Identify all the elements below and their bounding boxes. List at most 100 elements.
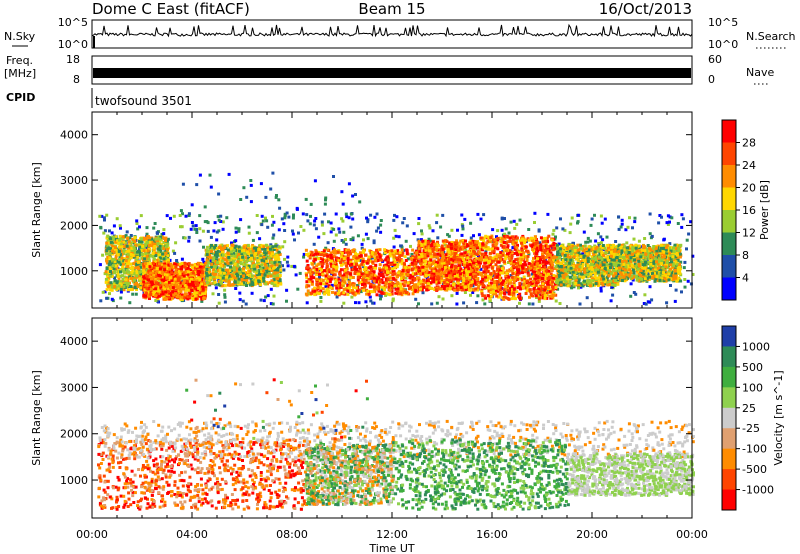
power-cell (193, 285, 197, 289)
power-cell (211, 272, 215, 276)
power-cell (411, 248, 415, 252)
power-cell (166, 284, 170, 288)
power-cell (393, 260, 397, 264)
power-cell (570, 286, 574, 290)
power-cell (476, 288, 479, 292)
power-cell (646, 272, 650, 276)
power-cell (147, 257, 151, 261)
power-cell (463, 217, 467, 221)
power-cell (412, 232, 416, 236)
power-cell (360, 242, 364, 246)
power-cell (156, 242, 160, 246)
power-cell (307, 270, 311, 274)
power-cell (238, 291, 242, 295)
power-cell (483, 302, 487, 306)
power-cell (204, 266, 208, 270)
power-cell (350, 268, 354, 272)
power-cell (281, 245, 285, 249)
power-cell (272, 265, 276, 269)
power-cell (340, 284, 344, 288)
power-cell (180, 264, 184, 268)
power-cell (260, 223, 264, 227)
power-cell (157, 289, 161, 293)
power-cell (231, 259, 235, 263)
power-cell (178, 287, 182, 291)
power-cell (397, 235, 401, 239)
power-cell (373, 256, 377, 260)
power-cell (198, 277, 202, 281)
power-cell (691, 273, 695, 276)
power-cell (206, 229, 210, 233)
power-cell (404, 291, 408, 294)
power-cell (198, 265, 202, 269)
power-cell (417, 278, 421, 282)
power-cell (178, 262, 182, 266)
power-cell (240, 248, 244, 252)
power-cell (128, 246, 131, 250)
power-cell (261, 247, 265, 251)
power-cell (98, 214, 102, 218)
power-cell (349, 260, 353, 264)
power-cell (367, 293, 371, 297)
power-cell (683, 260, 687, 264)
power-cell (435, 221, 439, 225)
power-cell (282, 268, 286, 272)
power-cell (377, 272, 381, 276)
power-cell (428, 226, 432, 230)
power-cell (383, 288, 386, 292)
power-cell (511, 246, 515, 250)
power-cell (139, 214, 143, 218)
power-cell (160, 272, 164, 275)
power-cell (251, 238, 255, 242)
power-cell (302, 252, 306, 256)
power-cell (412, 258, 416, 262)
power-cell (114, 235, 118, 239)
power-cell (117, 276, 121, 280)
power-cell (329, 230, 333, 234)
power-cell (599, 289, 603, 293)
power-cell (164, 245, 168, 249)
power-cell (274, 257, 278, 261)
power-cell (359, 254, 363, 258)
power-cell (424, 241, 428, 244)
power-cell (666, 223, 670, 226)
power-cell (674, 288, 678, 292)
power-cell (106, 278, 110, 282)
power-cell (109, 281, 113, 285)
power-cell (149, 292, 153, 296)
power-cell (390, 249, 394, 253)
power-cell (362, 249, 366, 253)
power-cell (135, 258, 139, 261)
power-cell (250, 245, 254, 249)
power-cell (195, 228, 199, 231)
power-cell (334, 281, 337, 285)
power-cell (265, 219, 269, 223)
power-cell (338, 230, 342, 234)
power-cell (183, 293, 187, 297)
power-cell (488, 299, 492, 302)
power-cell (378, 294, 382, 298)
power-cell (406, 281, 410, 285)
power-cell (118, 253, 122, 256)
power-cell (181, 271, 185, 275)
power-cell (406, 270, 410, 274)
power-cell (203, 289, 207, 293)
power-cell (155, 281, 158, 285)
power-cell (146, 275, 150, 279)
power-cell (133, 261, 137, 265)
power-cell (129, 245, 133, 248)
power-cell (324, 269, 328, 273)
power-cell (262, 245, 266, 249)
power-cell (205, 264, 209, 268)
power-cell (112, 258, 116, 261)
power-cell (341, 219, 345, 223)
power-cell (135, 222, 139, 225)
power-cell (469, 221, 473, 225)
power-cell (537, 299, 541, 303)
power-cell (221, 247, 225, 250)
power-cell (150, 237, 154, 241)
power-cell (230, 273, 234, 277)
power-cell (142, 253, 146, 256)
power-cell (350, 265, 354, 269)
power-cell (133, 285, 137, 289)
